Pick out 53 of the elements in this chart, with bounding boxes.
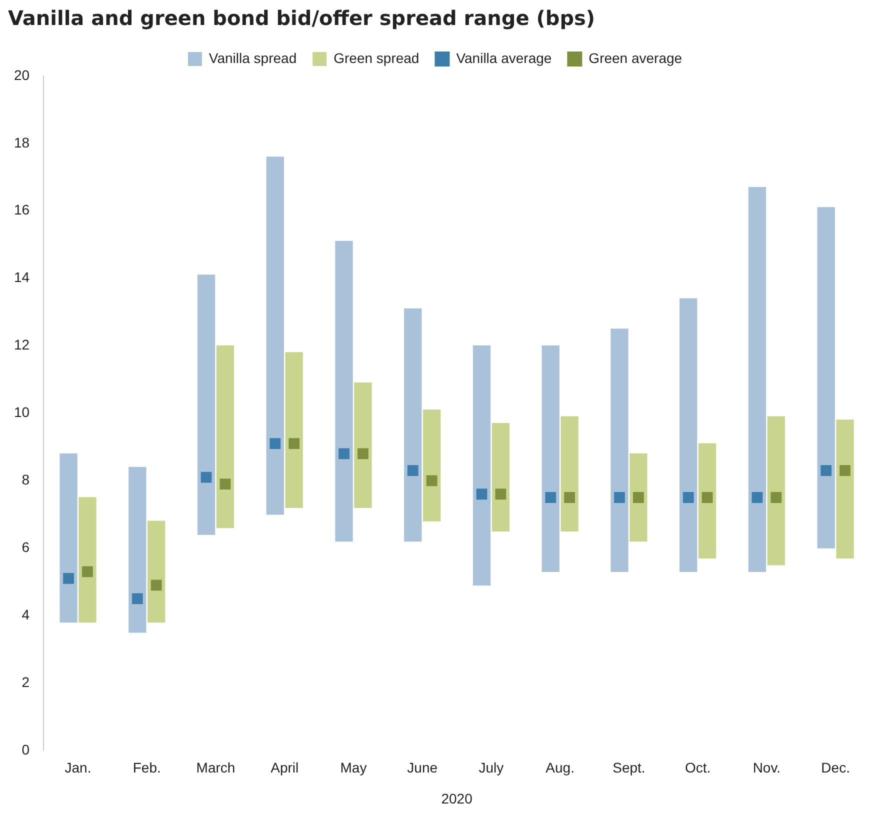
bar bbox=[492, 422, 510, 532]
legend-label: Green spread bbox=[334, 50, 420, 66]
x-tick-label: Nov. bbox=[752, 760, 781, 776]
x-tick-label: Aug. bbox=[546, 760, 574, 776]
bar bbox=[354, 382, 372, 508]
x-tick-label: Jan. bbox=[64, 760, 92, 776]
legend-label: Green average bbox=[588, 50, 682, 66]
bar bbox=[560, 416, 578, 532]
bar bbox=[542, 345, 560, 572]
bar bbox=[148, 520, 166, 623]
y-tick-label: 10 bbox=[14, 404, 30, 420]
bar bbox=[680, 298, 698, 572]
y-tick-label: 14 bbox=[14, 269, 30, 286]
x-tick-label: Feb. bbox=[132, 760, 161, 776]
x-tick-label: June bbox=[407, 760, 438, 776]
bar bbox=[128, 466, 146, 633]
x-tick-label: Dec. bbox=[821, 760, 850, 776]
chart-title: Vanilla and green bond bid/offer spread range (bps) bbox=[8, 6, 596, 32]
legend-label: Vanilla average bbox=[456, 50, 552, 66]
x-tick-label: May bbox=[340, 760, 367, 776]
bar bbox=[404, 308, 422, 542]
bar bbox=[836, 420, 854, 559]
y-tick-label: 8 bbox=[22, 472, 30, 488]
y-tick-label: 0 bbox=[22, 741, 30, 758]
x-tick-label: July bbox=[478, 760, 504, 776]
y-tick-label: 18 bbox=[14, 134, 30, 150]
bar bbox=[698, 443, 716, 559]
bar bbox=[216, 345, 234, 528]
legend-label: Vanilla spread bbox=[208, 50, 297, 66]
x-axis-title: 2020 bbox=[441, 790, 473, 806]
bar bbox=[422, 410, 441, 522]
bar bbox=[60, 453, 78, 623]
bar bbox=[197, 274, 216, 535]
x-tick-label: March bbox=[196, 760, 236, 776]
x-tick-label: Oct. bbox=[684, 760, 711, 776]
x-tick-label: April bbox=[270, 760, 299, 776]
bar bbox=[748, 186, 766, 572]
y-tick-label: 6 bbox=[22, 538, 30, 555]
y-tick-label: 2 bbox=[22, 674, 30, 690]
y-tick-label: 4 bbox=[22, 606, 30, 622]
bar bbox=[285, 352, 303, 508]
bar bbox=[78, 497, 96, 623]
bar bbox=[266, 156, 284, 515]
x-tick-label: Sept. bbox=[612, 760, 646, 776]
bar bbox=[817, 207, 835, 548]
y-tick-label: 16 bbox=[14, 202, 30, 218]
bar bbox=[630, 453, 648, 542]
bar bbox=[472, 345, 491, 586]
bar bbox=[335, 240, 353, 542]
y-tick-label: 20 bbox=[14, 66, 30, 83]
bar bbox=[767, 416, 785, 566]
bar bbox=[610, 328, 628, 572]
y-tick-label: 12 bbox=[14, 336, 30, 353]
